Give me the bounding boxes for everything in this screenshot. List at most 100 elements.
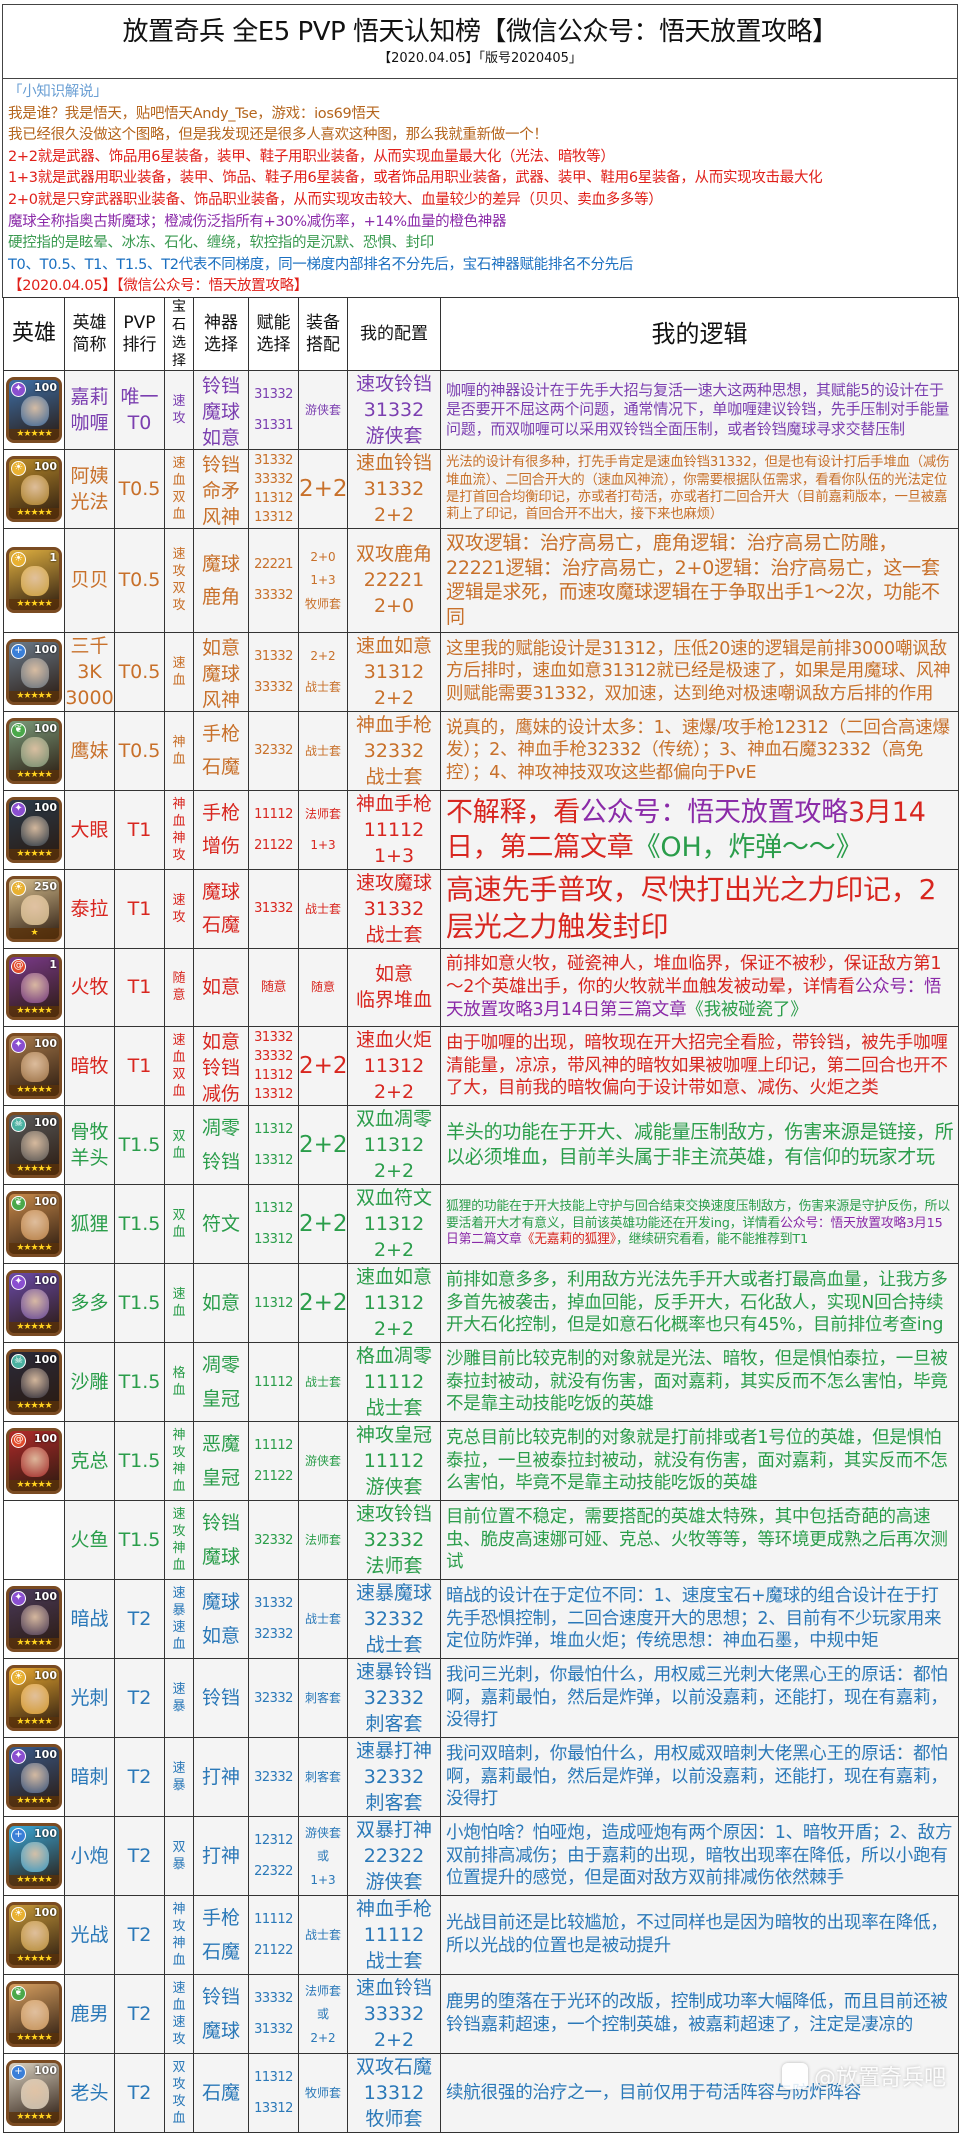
equipment-list: 2+2	[300, 1266, 347, 1340]
hero-portrait[interactable]: ☠ 100 ★★★★★	[6, 1112, 62, 1179]
hero-short-name: 光刺	[64, 1658, 115, 1739]
faction-order-icon: +	[11, 2065, 26, 2081]
equipment-item: 2+2	[299, 1132, 348, 1159]
talent-item: 32332	[254, 1627, 293, 1643]
hero-portrait[interactable]: @1 ★★★★★	[6, 954, 62, 1021]
faction-chaos-icon: @	[11, 959, 26, 975]
hero-portrait[interactable]: ☀ 100 ★★★★★	[6, 456, 62, 522]
hero-portrait[interactable]: ❦ ★★★★★	[6, 1981, 62, 2048]
equipment-item: 1+3	[310, 573, 336, 588]
hero-name-line: 3K	[77, 660, 102, 683]
logic-segment: 双攻逻辑：治疗高易亡，鹿角逻辑：治疗高易亡防雕，22221逻辑：治疗高易亡，2+…	[446, 532, 940, 629]
hero-portrait[interactable]: ☀ 1 ★★★★★	[6, 547, 62, 614]
config-line: 刺客套	[365, 1792, 423, 1815]
hero-portrait-cell: ☀ 100 ★★★★★	[3, 1895, 65, 1976]
rank-line: T2	[127, 1924, 152, 1947]
talent-list: 随意	[250, 950, 298, 1024]
rank-line: T1.5	[118, 1450, 161, 1473]
my-logic: 克总目前比较克制的对象就是打前排或者1号位的英雄，但是惧怕泰拉，一旦被泰拉封被动…	[440, 1421, 959, 1502]
hero-portrait[interactable]: ✦ 100 ★★★★★	[6, 377, 62, 443]
hero-portrait[interactable]: +100 ★★★★★	[6, 638, 62, 705]
talent-item: 22322	[254, 1864, 293, 1880]
my-logic: 鹿男的堕落在于光环的改版，控制成功率大幅降低，而且目前还被铃铛嘉莉超速，一个控制…	[440, 1974, 959, 2055]
config-line: 速血如意	[355, 1266, 432, 1289]
hero-portrait[interactable]: ✦ 100 ★★★★★	[6, 1270, 62, 1337]
logic-segment: 我问三光刺，你最怕什么，用权威三光刺大佬黑心王的原话：都怕啊，嘉莉最怕，然后是炸…	[446, 1664, 948, 1731]
equipment-item: 或	[316, 1849, 329, 1864]
my-config: 格血凋零 11112 战士套	[347, 1342, 441, 1423]
hero-portrait[interactable]: ✦ 100 ★★★★★	[6, 1033, 62, 1100]
talent-item: 12312	[254, 1833, 293, 1849]
hero-portrait[interactable]: +100 ★★★★★	[6, 2060, 62, 2127]
hero-portrait[interactable]: ✦ 100 ★★★★★	[6, 1744, 62, 1811]
talent: 31332 33332 11312 13312	[248, 449, 299, 529]
hero-portrait[interactable]: ✦ 100 ★★★★★	[6, 796, 62, 863]
hero-name-line: 大眼	[70, 818, 109, 841]
pvp-rank: T1.5	[114, 1421, 165, 1502]
hero-portrait[interactable]: ☀ 100 ★★★★★	[6, 1665, 62, 1732]
hero-name-line: 多多	[70, 1292, 109, 1315]
gem-choice: 神攻神血	[164, 1895, 194, 1976]
hero-portrait[interactable]: +100 ★★★★★	[6, 1823, 62, 1890]
artifact: 手枪 石魔	[193, 710, 249, 791]
rank-line: T0.5	[118, 739, 161, 762]
gem-choice: 速暴	[164, 1737, 194, 1818]
equipment-item: 刺客套	[304, 1691, 341, 1706]
config-line: 32332	[363, 739, 425, 762]
talent-item: 13312	[254, 2101, 293, 2117]
talent-list: 31332 32332	[250, 1582, 298, 1656]
rank-line: T0.5	[118, 660, 161, 683]
talent-item: 11312	[254, 1295, 293, 1311]
config-line: 11312	[363, 1292, 425, 1315]
hero-portrait[interactable]: ☀ 100 ★★★★★	[6, 1902, 62, 1969]
talent-item: 22221	[254, 557, 293, 573]
pvp-rank: T2	[114, 1974, 165, 2055]
logic-segment: 鹿男的堕落在于光环的改版，控制成功率大幅降低，而且目前还被铃铛嘉莉超速，一个控制…	[446, 1992, 948, 2036]
my-config: 速暴铃铛 32332 刺客套	[347, 1658, 441, 1739]
talent: 12312 22322	[248, 1816, 299, 1897]
talent-item: 11312	[254, 2070, 293, 2086]
hero-portrait[interactable]: ☠ 100 ★★★★★	[6, 1349, 62, 1416]
faction-light-icon: ☀	[11, 552, 26, 568]
artifact-item: 石魔	[201, 1940, 240, 1963]
talent-list: 11112 21122	[250, 1898, 298, 1972]
equipment-item: 战士套	[304, 743, 341, 758]
table-row: ❦ ★★★★★ 鹿男 T2 速血速攻 铃铛 魔球 33332 31332 法师套或 2+2 速血铃铛 3…	[3, 1974, 959, 2055]
artifact: 凋零 铃铛	[193, 1105, 249, 1186]
pvp-rank: T2	[114, 1895, 165, 1976]
hero-short-name: 暗牧	[64, 1026, 115, 1107]
config-line: 战士套	[365, 765, 423, 788]
config-line: 速血铃铛	[355, 1977, 432, 2000]
artifact-list: 如意 铃铛 减伤	[195, 1029, 248, 1105]
talent: 31332 31331	[248, 370, 299, 450]
talent-list: 32332	[250, 1661, 298, 1735]
logic-segment: 暗战的设计在于定位不同：1、速度宝石+魔球的组合设计在于打先手恐惧控制，二回合速…	[446, 1585, 942, 1652]
hero-level: 100	[34, 1274, 57, 1288]
equipment: 随意	[298, 947, 348, 1028]
my-config: 双暴打神 22322 游侠套	[347, 1816, 441, 1897]
config-line: 31332	[363, 399, 425, 421]
faction-nature-icon: ❦	[11, 722, 26, 738]
equipment-list: 战士套	[300, 714, 347, 788]
talent-list: 11112 21122	[250, 793, 298, 867]
watermark-text: @放置奇兵吧	[813, 2066, 946, 2091]
hero-portrait[interactable]: @100 ★★★★★	[6, 1428, 62, 1495]
hero-level: 100	[34, 1037, 57, 1051]
artifact-item: 符文	[201, 1213, 240, 1236]
equipment-list: 2+2	[299, 1108, 348, 1182]
artifact: 铃铛 魔球	[193, 1500, 249, 1581]
hero-portrait[interactable]: ☀ 250 ★	[6, 875, 62, 942]
pvp-rank: T1	[114, 868, 165, 949]
equipment: 法师套 1+3	[298, 789, 348, 870]
hero-portrait[interactable]: ❦ 100 ★★★★★	[6, 1191, 62, 1258]
hero-portrait[interactable]: ✦ 100 ★★★★★	[6, 1586, 62, 1653]
logic-segment: 目前位置不稳定，需要搭配的英雄太特殊，其中包括奇葩的高速虫、脆皮高速娜可娅、克总…	[446, 1506, 948, 1573]
table-row: ✦ 100 ★★★★★ 嘉莉 咖喱 唯一 T0 速攻 铃铛 魔球 如意 31332 31331 游侠套 速攻…	[3, 370, 959, 450]
talent-item: 32332	[254, 1769, 293, 1785]
hero-level: 100	[34, 460, 57, 473]
hero-portrait-cell: ☀ 100 ★★★★★	[3, 1658, 65, 1739]
artifact-list: 石魔	[195, 2056, 248, 2130]
hero-short-name: 老头	[64, 2053, 115, 2133]
hero-portrait[interactable]: ❦ 100 ★★★★★	[6, 717, 62, 784]
config-line: 游侠套	[365, 425, 423, 447]
